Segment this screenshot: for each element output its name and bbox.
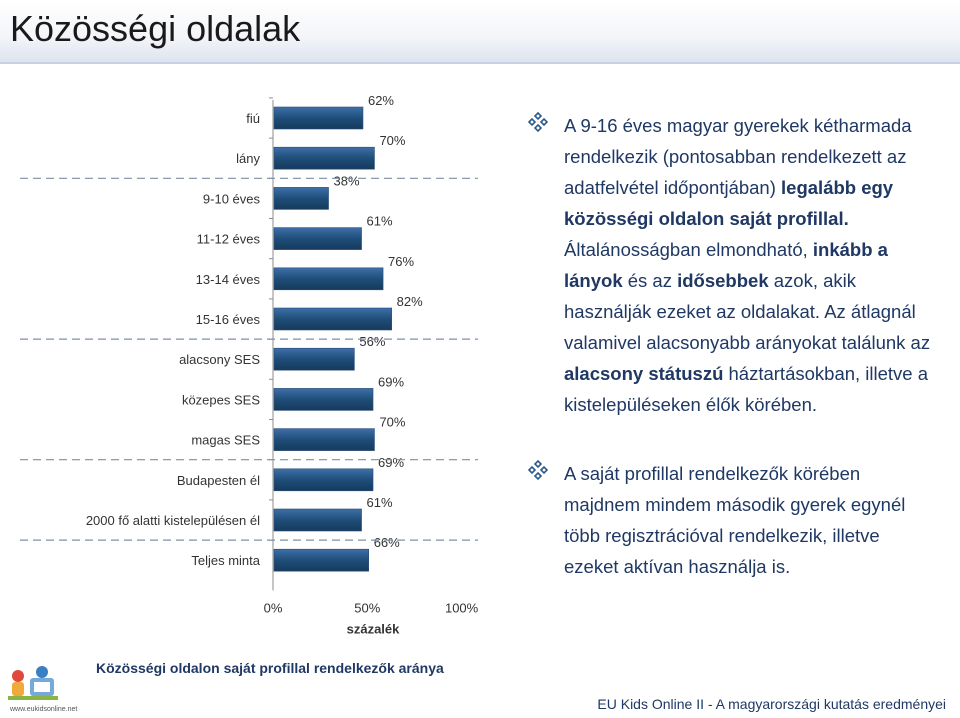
category-label: Budapesten él [177,473,260,488]
bar [273,267,384,291]
bullet-list: A 9-16 éves magyar gyerekek kétharmada r… [528,110,938,582]
bar [273,106,364,130]
chart-caption: Közösségi oldalon saját profillal rendel… [96,660,444,676]
highlight-text: legalább egy közösségi oldalon saját pro… [564,177,894,229]
body-text: háztartásokban, illetve a kistelepülések… [564,363,929,415]
category-label: 15-16 éves [196,312,261,327]
x-tick-label: 50% [354,600,380,615]
category-label: 13-14 éves [196,272,261,287]
category-label: lány [236,151,260,166]
category-label: Teljes minta [191,553,260,568]
value-label: 61% [367,495,393,510]
x-tick-label: 100% [445,600,479,615]
highlight-text: alacsony státuszú [564,363,724,384]
value-label: 66% [374,535,400,550]
highlight-text: idősebbek [677,270,769,291]
bar [273,187,329,210]
category-label: alacsony SES [179,352,260,367]
x-axis-label: százalék [347,621,401,636]
bar [273,388,374,411]
body-text: és az [622,270,678,291]
diamond-bullet-icon [528,460,548,480]
bar-chart: fiú 62% lány 70% 9-10 éves 38% 11-12 éves 61% 13… [20,93,479,636]
value-label: 56% [359,334,385,349]
value-label: 69% [378,374,404,389]
body-text: azok, akik használják ezeket az oldalaka… [564,270,931,353]
title-bar: Közösségi oldalak [0,0,960,64]
eu-kids-online-logo [8,666,58,700]
category-label: 2000 fő alatti kistelepülésen él [86,513,260,528]
value-label: 70% [379,133,405,148]
value-label: 38% [334,173,360,188]
footer-credit: EU Kids Online II - A magyarországi kuta… [597,696,946,712]
category-label: magas SES [191,433,260,448]
category-label: 9-10 éves [203,191,261,206]
category-label: 11-12 éves [197,232,261,247]
body-text: A saját profillal rendelkezők körében ma… [564,463,906,577]
value-label: 70% [379,415,405,430]
bar [273,508,362,532]
bar [273,307,392,331]
bar [273,347,355,371]
highlight-text: inkább a lányok [564,239,888,291]
bar [273,227,362,250]
body-text: Általánosságban elmondható, [564,239,813,260]
bullet-paragraph: A saját profillal rendelkezők körében ma… [528,458,938,582]
x-tick-label: 0% [264,600,283,615]
body-text: A 9-16 éves magyar gyerekek kétharmada r… [564,115,912,198]
value-label: 61% [367,214,393,229]
value-label: 82% [397,294,423,309]
bar [273,428,375,451]
bar [273,468,374,492]
value-label: 62% [368,93,394,108]
value-label: 69% [378,455,404,470]
logo-url: www.eukidsonline.net [10,706,78,713]
diamond-bullet-icon [528,112,548,132]
category-label: közepes SES [182,392,260,407]
value-label: 76% [388,254,414,269]
bullet-paragraph: A 9-16 éves magyar gyerekek kétharmada r… [528,110,938,420]
bar [273,548,370,572]
page-title: Közösségi oldalak [10,8,301,49]
bar [273,146,375,170]
category-label: fiú [246,111,260,126]
